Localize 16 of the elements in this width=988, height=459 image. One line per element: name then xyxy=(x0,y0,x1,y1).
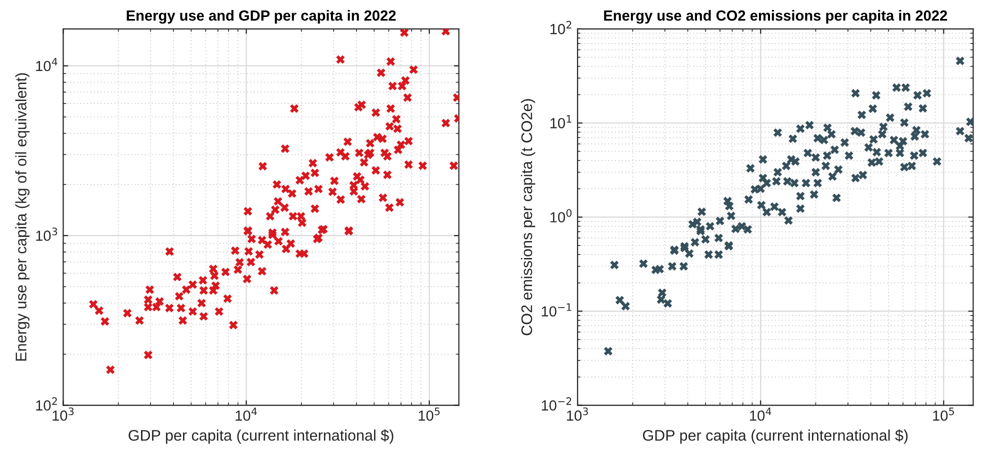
x-tick-label: 10$^{4}$ xyxy=(236,408,257,421)
y-axis-title: CO2 emissions per capita (t CO2e) xyxy=(520,99,536,336)
x-tick-label: 10$^{5}$ xyxy=(418,408,440,421)
y-tick-label: 10$^{1}$ xyxy=(550,115,572,128)
x-axis-title: GDP per capita (current international $) xyxy=(642,429,908,444)
y-tick-label: 10$^{−1}$ xyxy=(542,303,572,317)
chart-title: Energy use and CO2 emissions per capita in 2022 xyxy=(604,10,948,24)
y-axis-title: Energy use per capita (kg of oil equivalent) xyxy=(15,73,30,361)
y-tick-label: 10$^{3}$ xyxy=(36,228,58,241)
y-tick-label: 10$^{2}$ xyxy=(550,20,572,34)
y-tick-label: 10$^{4}$ xyxy=(36,58,58,72)
y-tick-label: 10$^{0}$ xyxy=(550,209,572,222)
x-axis-title: GDP per capita (current international $) xyxy=(128,429,394,444)
x-tick-label: 10$^{5}$ xyxy=(933,408,954,421)
chart-title: Energy use and GDP per capita in 2022 xyxy=(126,10,396,24)
x-tick-label: 10$^{4}$ xyxy=(750,408,772,421)
